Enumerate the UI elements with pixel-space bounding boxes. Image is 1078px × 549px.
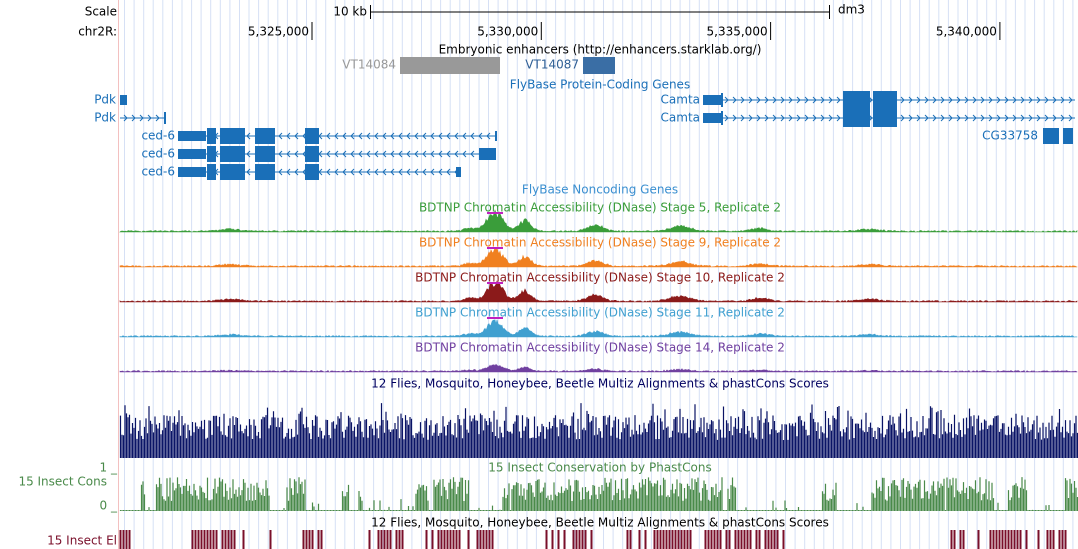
exon <box>305 146 319 162</box>
gene-label: Pdk <box>94 93 116 107</box>
clip-mark <box>487 212 503 214</box>
genes: Pdk Pdk Camta Camta CG33758 ced-6 ced-6 ced-6 <box>94 91 1075 180</box>
element-bars <box>119 530 1067 549</box>
exon <box>220 146 245 162</box>
exon <box>305 164 319 180</box>
exon <box>1063 128 1073 144</box>
gene-label: Camta <box>661 111 700 125</box>
exon <box>873 91 897 109</box>
tick-label: 5,340,000 <box>936 25 997 39</box>
scale-bar <box>370 5 830 19</box>
gene-label: Pdk <box>94 111 116 125</box>
exon <box>495 131 497 141</box>
exon <box>178 167 206 177</box>
gene-label: CG33758 <box>982 129 1038 143</box>
gene-label: ced-6 <box>141 147 175 161</box>
dnase-signal <box>119 319 1078 338</box>
track-title: BDTNP Chromatin Accessibility (DNase) St… <box>419 201 781 215</box>
phastcons-bars <box>119 477 1078 511</box>
scale-bar-label: 10 kb <box>333 5 367 19</box>
exon <box>207 164 216 180</box>
exon <box>479 148 496 160</box>
multiz-signal <box>119 403 1078 458</box>
exon <box>305 128 319 144</box>
grid <box>124 0 1074 549</box>
clip-mark <box>487 317 503 319</box>
track-label: 15 Insect Cons <box>18 475 107 489</box>
intron <box>721 96 1075 104</box>
exon <box>178 131 206 141</box>
phastcons-signal <box>119 477 1078 511</box>
track-title: Embryonic enhancers (http://enhancers.st… <box>439 43 762 57</box>
chrom-label: chr2R: <box>78 25 117 39</box>
exon <box>255 164 275 180</box>
exon <box>1043 128 1059 144</box>
intron <box>721 114 1075 122</box>
exon <box>178 149 206 159</box>
gene-label: ced-6 <box>141 129 175 143</box>
ruler-ticks: 5,325,000 5,330,000 5,335,000 5,340,000 <box>248 22 1001 40</box>
clip-mark <box>487 282 503 284</box>
dnase-signal <box>119 247 1078 268</box>
track-title: BDTNP Chromatin Accessibility (DNase) St… <box>415 341 785 355</box>
exon <box>703 95 721 105</box>
dnase-tracks: BDTNP Chromatin Accessibility (DNase) St… <box>119 201 1078 373</box>
gene-label: Camta <box>661 93 700 107</box>
exon <box>120 95 127 105</box>
exon <box>220 164 245 180</box>
conserved-elements <box>119 530 1067 549</box>
exon <box>843 91 870 109</box>
track-title: 12 Flies, Mosquito, Honeybee, Beetle Mul… <box>371 377 829 391</box>
gene-label: ced-6 <box>141 165 175 179</box>
axis-label: 1 _ <box>100 461 118 475</box>
multiz-bars <box>119 403 1078 458</box>
track-label: 15 Insect El <box>47 534 117 548</box>
axis-label: 0 _ <box>100 499 118 513</box>
intron <box>120 114 165 122</box>
track-title: FlyBase Protein-Coding Genes <box>510 78 690 92</box>
track-title: BDTNP Chromatin Accessibility (DNase) St… <box>415 271 785 285</box>
exon <box>207 128 216 144</box>
dnase-signal <box>119 280 1078 303</box>
track-title: FlyBase Noncoding Genes <box>522 183 678 197</box>
exon <box>220 128 245 144</box>
exon <box>873 109 897 127</box>
enhancer <box>583 57 615 74</box>
enhancer-label: VT14087 <box>525 58 579 72</box>
track-title: 15 Insect Conservation by PhastCons <box>488 461 711 475</box>
assembly-label: dm3 <box>838 3 865 17</box>
exon <box>207 146 216 162</box>
enhancer <box>400 57 500 74</box>
dnase-signal <box>119 209 1078 233</box>
tick-label: 5,325,000 <box>248 25 309 39</box>
clip-mark <box>487 247 503 249</box>
enhancer-label: VT14084 <box>342 58 396 72</box>
exon <box>843 109 870 127</box>
tick-label: 5,330,000 <box>477 25 538 39</box>
tick-label: 5,335,000 <box>707 25 768 39</box>
track-title: 12 Flies, Mosquito, Honeybee, Beetle Mul… <box>371 516 829 530</box>
dnase-signal <box>119 363 1078 373</box>
exon <box>456 167 461 177</box>
exon <box>703 113 721 123</box>
exon <box>164 112 166 124</box>
track-title: BDTNP Chromatin Accessibility (DNase) St… <box>415 306 785 320</box>
track-title: BDTNP Chromatin Accessibility (DNase) St… <box>419 236 781 250</box>
exon <box>255 146 275 162</box>
scale-label: Scale <box>85 5 117 19</box>
grid-lines <box>124 0 1074 549</box>
exon <box>255 128 275 144</box>
